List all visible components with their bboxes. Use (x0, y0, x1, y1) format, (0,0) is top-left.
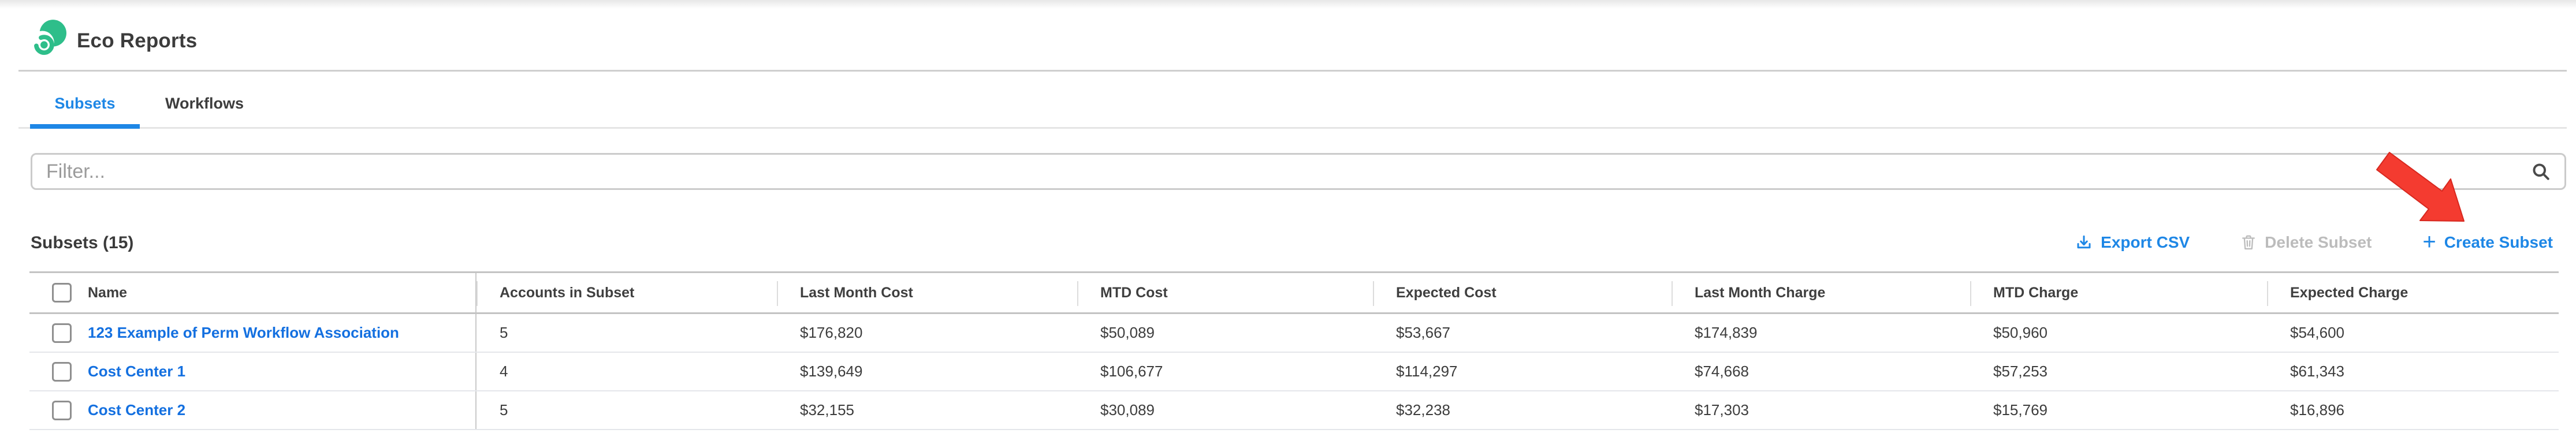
table-row: 123 Example of Perm Workflow Association… (29, 314, 2559, 353)
expected-charge-cell: $54,600 (2290, 324, 2344, 341)
column-header-last-month-charge: Last Month Charge (1672, 273, 1970, 312)
mtd-charge-cell: $57,253 (1993, 363, 2048, 380)
trash-icon (2242, 235, 2255, 250)
table-header-row: Name Accounts in Subset Last Month Cost … (29, 271, 2559, 314)
column-header-expected-charge: Expected Charge (2267, 273, 2559, 312)
filter-bar (31, 153, 2566, 190)
expected-cost-cell: $114,297 (1396, 363, 1458, 380)
plus-icon: + (2422, 229, 2436, 255)
column-header-expected-cost: Expected Cost (1373, 273, 1672, 312)
subsets-table: Name Accounts in Subset Last Month Cost … (29, 271, 2559, 430)
subsets-count-heading: Subsets (15) (31, 233, 134, 252)
column-header-mtd-charge: MTD Charge (1970, 273, 2267, 312)
expected-charge-cell: $61,343 (2290, 363, 2344, 380)
column-header-accounts: Accounts in Subset (477, 273, 777, 312)
subset-name-cell: Cost Center 1 (88, 353, 477, 390)
subset-name-link[interactable]: 123 Example of Perm Workflow Association (88, 324, 399, 341)
tab-workflows[interactable]: Workflows (151, 91, 258, 115)
active-tab-underline (30, 124, 140, 129)
subset-name-cell: 123 Example of Perm Workflow Association (88, 314, 477, 352)
row-checkbox[interactable] (52, 400, 72, 420)
subset-name-cell: Cost Center 2 (88, 391, 477, 429)
mtd-charge-cell: $15,769 (1993, 401, 2048, 419)
header-checkbox-cell (29, 273, 88, 312)
header-divider (18, 70, 2567, 72)
create-subset-button[interactable]: + Create Subset (2422, 229, 2553, 255)
expected-cost-cell: $53,667 (1396, 324, 1450, 341)
expected-charge-cell: $16,896 (2290, 401, 2344, 419)
row-checkbox[interactable] (52, 361, 72, 382)
mtd-cost-cell: $106,677 (1100, 363, 1163, 380)
page-title: Eco Reports (77, 29, 198, 52)
last-month-cost-cell: $176,820 (800, 324, 863, 341)
download-tray-icon (2077, 235, 2091, 249)
accounts-cell: 5 (500, 401, 508, 419)
table-row: Cost Center 2 5 $32,155 $30,089 $32,238 … (29, 391, 2559, 430)
tab-subsets[interactable]: Subsets (30, 91, 140, 115)
row-checkbox-cell (29, 353, 88, 390)
tab-subsets-label: Subsets (54, 94, 116, 112)
select-all-checkbox[interactable] (52, 283, 72, 303)
export-csv-label: Export CSV (2101, 233, 2190, 251)
expected-cost-cell: $32,238 (1396, 401, 1450, 419)
last-month-cost-cell: $139,649 (800, 363, 863, 380)
mtd-charge-cell: $50,960 (1993, 324, 2048, 341)
column-header-last-month-cost: Last Month Cost (777, 273, 1077, 312)
last-month-cost-cell: $32,155 (800, 401, 854, 419)
mtd-cost-cell: $50,089 (1100, 324, 1155, 341)
last-month-charge-cell: $74,668 (1695, 363, 1749, 380)
top-shadow (0, 0, 2576, 9)
last-month-charge-cell: $174,839 (1695, 324, 1758, 341)
delete-subset-button[interactable]: Delete Subset (2240, 233, 2372, 252)
accounts-cell: 5 (500, 324, 508, 341)
row-checkbox-cell (29, 314, 88, 352)
delete-subset-label: Delete Subset (2265, 233, 2372, 251)
tab-workflows-label: Workflows (165, 94, 244, 112)
create-subset-label: Create Subset (2444, 233, 2553, 251)
accounts-cell: 4 (500, 363, 508, 380)
tabs-bottom-border (18, 127, 2567, 129)
mtd-cost-cell: $30,089 (1100, 401, 1155, 419)
table-actions: Export CSV Delete Subset + Create Subset (2075, 229, 2553, 256)
eco-swirl-icon (33, 20, 66, 55)
column-header-name: Name (88, 273, 477, 312)
last-month-charge-cell: $17,303 (1695, 401, 1749, 419)
filter-input[interactable] (31, 153, 2566, 190)
row-checkbox[interactable] (52, 323, 72, 343)
subset-name-link[interactable]: Cost Center 1 (88, 363, 186, 380)
table-row: Cost Center 1 4 $139,649 $106,677 $114,2… (29, 353, 2559, 391)
column-header-mtd-cost: MTD Cost (1077, 273, 1373, 312)
search-icon (2533, 163, 2549, 180)
subset-name-link[interactable]: Cost Center 2 (88, 401, 186, 419)
export-csv-button[interactable]: Export CSV (2075, 233, 2190, 252)
row-checkbox-cell (29, 391, 88, 429)
